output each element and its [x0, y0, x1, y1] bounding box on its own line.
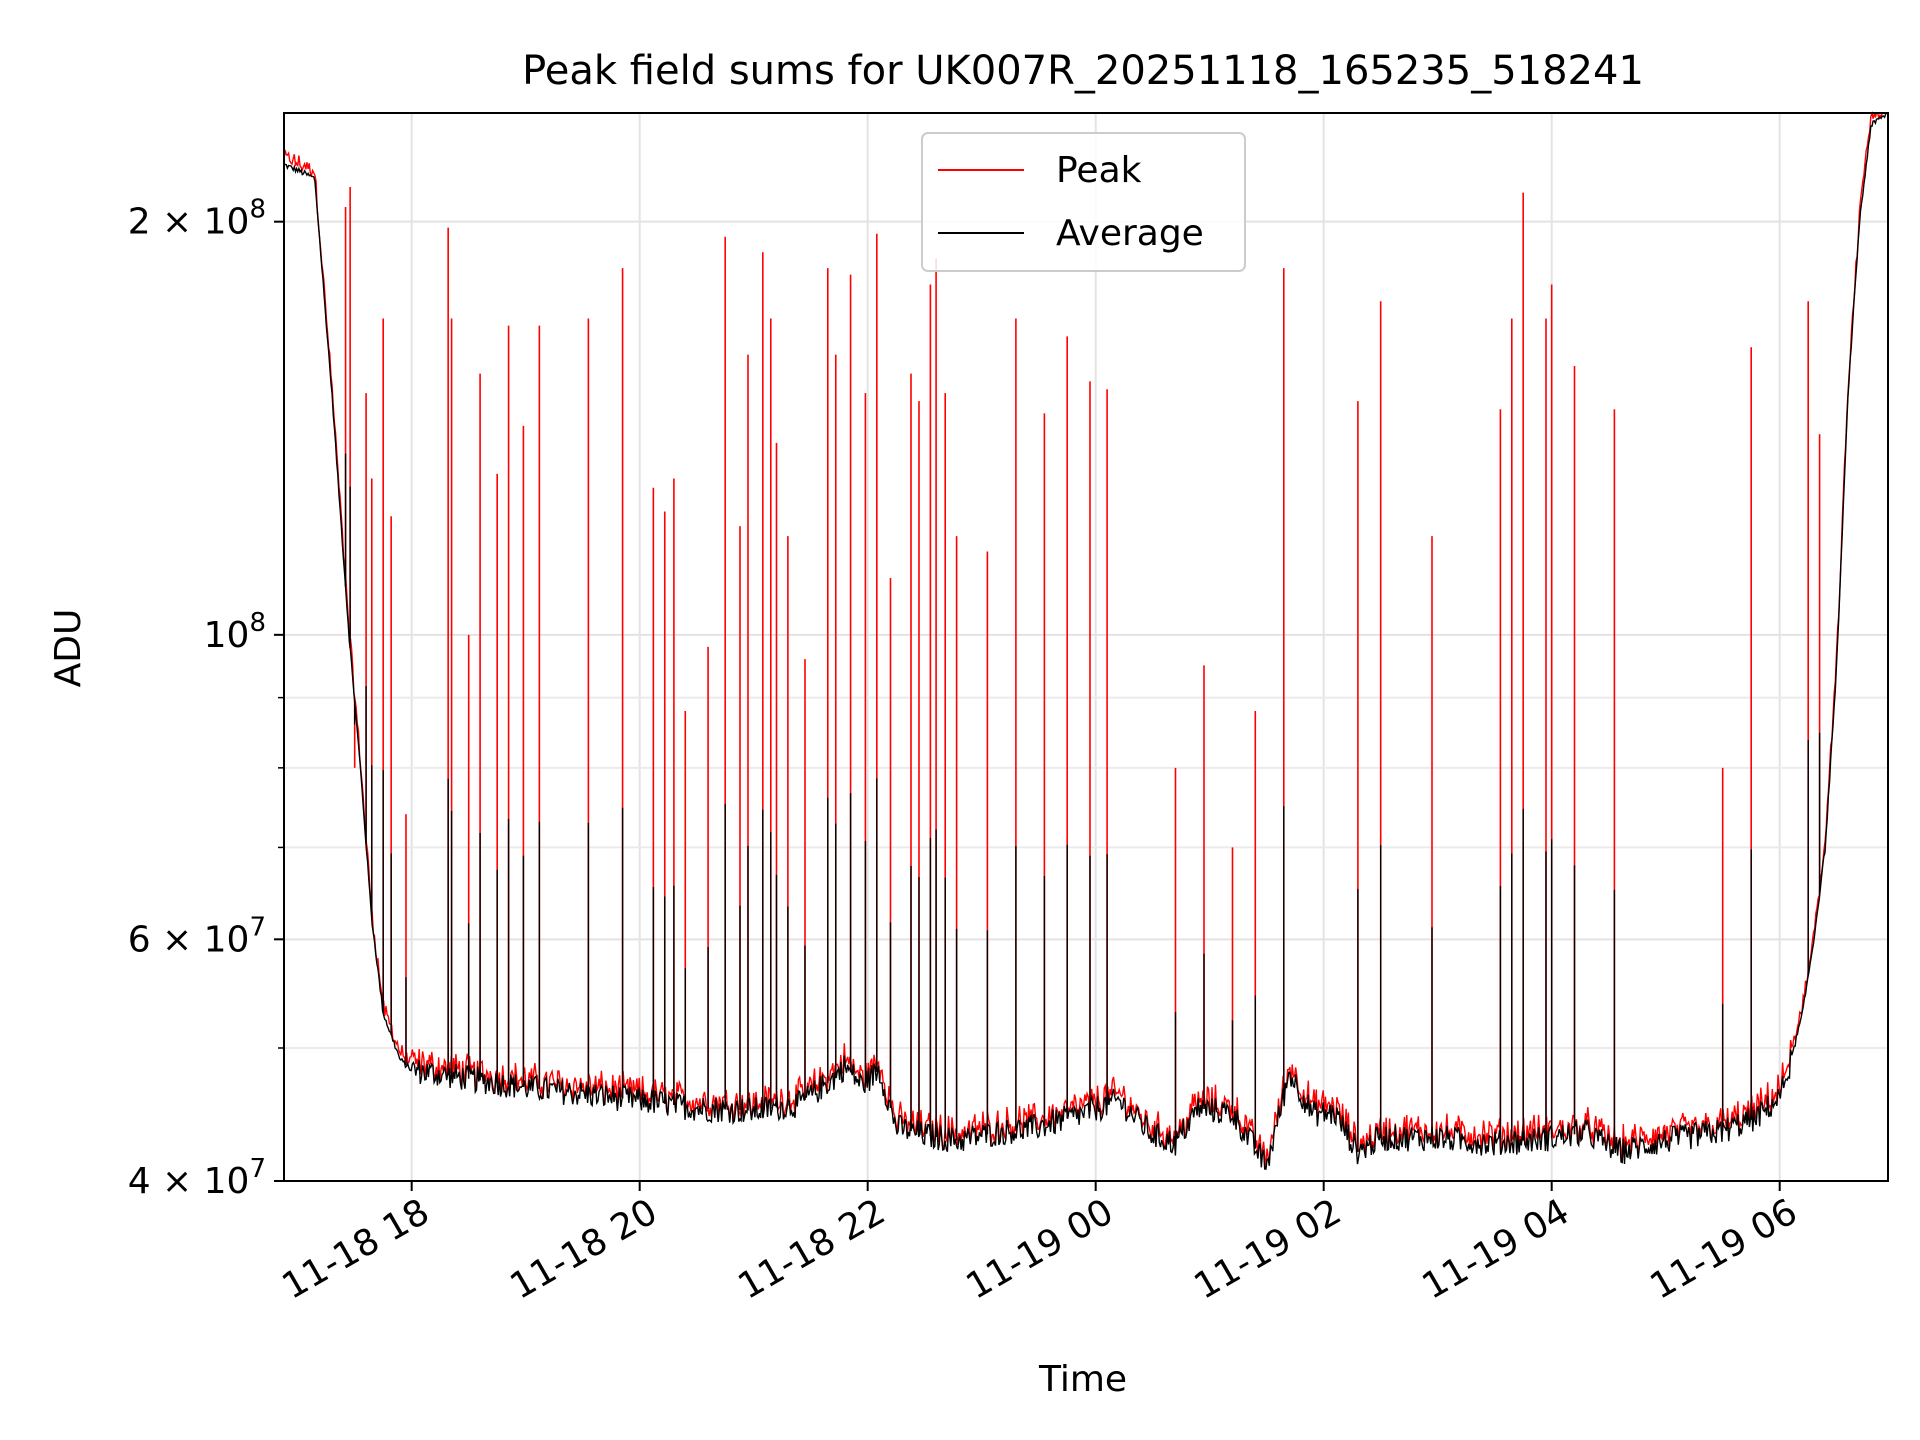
- legend-average-label: Average: [1056, 213, 1204, 254]
- average-line: [283, 112, 1888, 1170]
- x-axis-label: Time: [1038, 1359, 1127, 1400]
- legend-box: [921, 132, 1246, 272]
- y-tick-label: 6 × 107: [128, 912, 266, 960]
- legend: Peak Average: [921, 132, 1246, 272]
- chart-title: Peak field sums for UK007R_20251118_1652…: [522, 48, 1644, 94]
- legend-peak-label: Peak: [1056, 150, 1142, 191]
- average-series: [283, 112, 1888, 1170]
- y-tick-label: 4 × 107: [128, 1154, 266, 1202]
- y-axis: 2 × 108 108 6 × 107 4 × 107: [128, 195, 284, 1202]
- plot-frame: [283, 112, 1889, 1182]
- plot-area: [283, 110, 1888, 1170]
- y-tick-label: 108: [204, 608, 266, 656]
- y-tick-label: 2 × 108: [128, 195, 266, 243]
- y-axis-label: ADU: [48, 609, 89, 688]
